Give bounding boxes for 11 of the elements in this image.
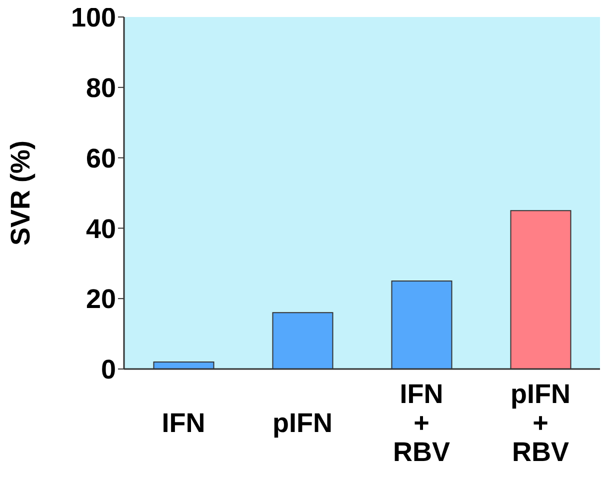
y-tick-label: 100 [70, 2, 116, 33]
x-tick-label: IFN + RBV [392, 379, 450, 467]
y-tick-label: 40 [86, 214, 116, 244]
x-tick-label: pIFN + RBV [510, 379, 570, 467]
x-tick-label: IFN [162, 408, 206, 438]
y-axis-title: SVR (%) [6, 140, 36, 246]
x-tick-label: pIFN [272, 408, 332, 438]
y-tick-label: 0 [100, 354, 116, 385]
y-tick-label: 20 [86, 284, 116, 314]
y-tick-label: 60 [86, 143, 116, 174]
y-tick-label: 80 [86, 72, 116, 103]
